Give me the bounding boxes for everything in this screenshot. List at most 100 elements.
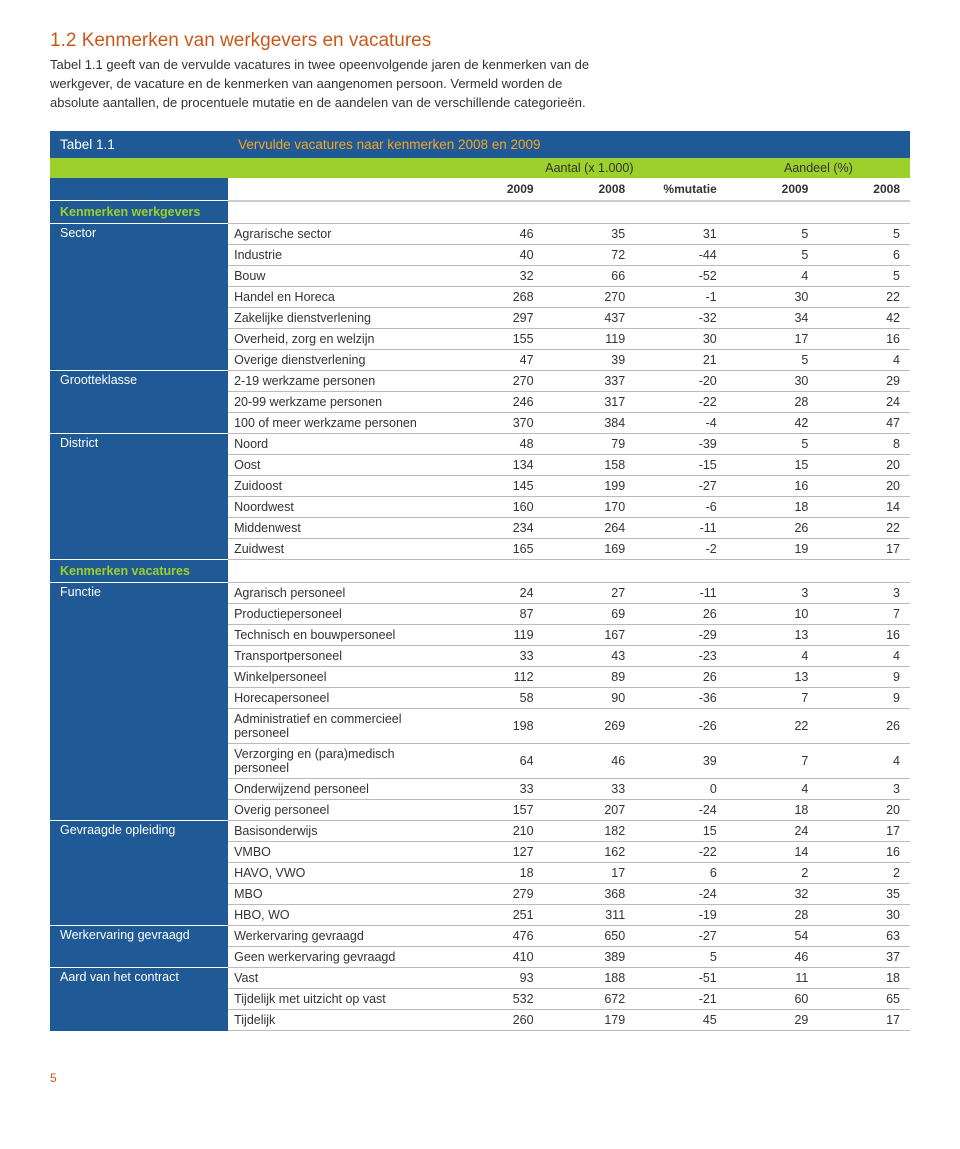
value-cell: 13 <box>727 667 819 688</box>
table-row: DistrictNoord4879-3958 <box>50 434 910 455</box>
value-cell: -27 <box>635 476 727 497</box>
value-cell: 10 <box>727 604 819 625</box>
page-number: 5 <box>50 1071 910 1085</box>
value-cell: 3 <box>818 583 910 604</box>
value-cell: 207 <box>544 800 636 821</box>
category-cell: Werkervaring gevraagd <box>228 926 452 947</box>
value-cell: -1 <box>635 287 727 308</box>
table-super-header: Aantal (x 1.000)Aandeel (%) <box>50 158 910 178</box>
value-cell: 60 <box>727 989 819 1010</box>
category-cell: 20-99 werkzame personen <box>228 392 452 413</box>
subgroup-label: Grootteklasse <box>50 371 228 392</box>
value-cell: -39 <box>635 434 727 455</box>
value-cell: 9 <box>818 688 910 709</box>
subgroup-label <box>50 947 228 968</box>
table-row: HAVO, VWO1817622 <box>50 863 910 884</box>
value-cell: 20 <box>818 800 910 821</box>
value-cell: 14 <box>818 497 910 518</box>
subgroup-label <box>50 688 228 709</box>
value-cell: 3 <box>727 583 819 604</box>
subgroup-label <box>50 539 228 560</box>
value-cell: 42 <box>818 308 910 329</box>
value-cell: 672 <box>544 989 636 1010</box>
category-cell: VMBO <box>228 842 452 863</box>
value-cell: 16 <box>727 476 819 497</box>
value-cell: 0 <box>635 779 727 800</box>
value-cell: 234 <box>452 518 544 539</box>
value-cell: 58 <box>452 688 544 709</box>
value-cell: 4 <box>818 350 910 371</box>
category-cell: Zuidwest <box>228 539 452 560</box>
value-cell: 29 <box>727 1010 819 1031</box>
super-header-aandeel: Aandeel (%) <box>727 158 910 178</box>
subgroup-label: Sector <box>50 224 228 245</box>
category-cell: Tijdelijk met uitzicht op vast <box>228 989 452 1010</box>
value-cell: -36 <box>635 688 727 709</box>
super-header-aantal: Aantal (x 1.000) <box>452 158 727 178</box>
value-cell: 65 <box>818 989 910 1010</box>
value-cell: 4 <box>727 646 819 667</box>
subgroup-label <box>50 308 228 329</box>
column-header: %mutatie <box>635 178 727 201</box>
subgroup-label <box>50 709 228 744</box>
value-cell: 21 <box>635 350 727 371</box>
value-cell: 26 <box>635 667 727 688</box>
table-row: Overig personeel157207-241820 <box>50 800 910 821</box>
value-cell: 26 <box>727 518 819 539</box>
value-cell: 32 <box>727 884 819 905</box>
value-cell: 16 <box>818 625 910 646</box>
column-header: 2009 <box>452 178 544 201</box>
subgroup-label <box>50 392 228 413</box>
table-row: Productiepersoneel876926107 <box>50 604 910 625</box>
category-cell: Technisch en bouwpersoneel <box>228 625 452 646</box>
table-row: 100 of meer werkzame personen370384-4424… <box>50 413 910 434</box>
category-cell: Agrarisch personeel <box>228 583 452 604</box>
value-cell: 370 <box>452 413 544 434</box>
value-cell: 182 <box>544 821 636 842</box>
category-cell: Bouw <box>228 266 452 287</box>
value-cell: 650 <box>544 926 636 947</box>
value-cell: 33 <box>452 779 544 800</box>
section-heading: 1.2 Kenmerken van werkgevers en vacature… <box>50 30 910 52</box>
value-cell: 30 <box>727 287 819 308</box>
table-row: Onderwijzend personeel3333043 <box>50 779 910 800</box>
subgroup-label <box>50 518 228 539</box>
value-cell: 15 <box>727 455 819 476</box>
value-cell: 311 <box>544 905 636 926</box>
subgroup-label <box>50 266 228 287</box>
value-cell: 87 <box>452 604 544 625</box>
value-cell: 17 <box>818 821 910 842</box>
value-cell: 532 <box>452 989 544 1010</box>
value-cell: 35 <box>818 884 910 905</box>
value-cell: 279 <box>452 884 544 905</box>
value-cell: 24 <box>727 821 819 842</box>
value-cell: 7 <box>727 744 819 779</box>
value-cell: 15 <box>635 821 727 842</box>
table-row: Aard van het contractVast93188-511118 <box>50 968 910 989</box>
category-cell: MBO <box>228 884 452 905</box>
value-cell: 13 <box>727 625 819 646</box>
table-row: Verzorging en (para)medisch personeel644… <box>50 744 910 779</box>
table-row: Technisch en bouwpersoneel119167-291316 <box>50 625 910 646</box>
value-cell: 170 <box>544 497 636 518</box>
value-cell: -24 <box>635 884 727 905</box>
value-cell: 30 <box>635 329 727 350</box>
value-cell: 79 <box>544 434 636 455</box>
subgroup-label <box>50 287 228 308</box>
table-row: Gevraagde opleidingBasisonderwijs2101821… <box>50 821 910 842</box>
subgroup-label <box>50 329 228 350</box>
value-cell: 22 <box>727 709 819 744</box>
subgroup-label <box>50 413 228 434</box>
value-cell: 8 <box>818 434 910 455</box>
value-cell: 16 <box>818 329 910 350</box>
value-cell: 4 <box>727 266 819 287</box>
category-cell: Middenwest <box>228 518 452 539</box>
value-cell: 368 <box>544 884 636 905</box>
category-cell: Agrarische sector <box>228 224 452 245</box>
value-cell: 42 <box>727 413 819 434</box>
value-cell: -23 <box>635 646 727 667</box>
value-cell: 269 <box>544 709 636 744</box>
value-cell: -27 <box>635 926 727 947</box>
value-cell: 5 <box>727 434 819 455</box>
value-cell: -19 <box>635 905 727 926</box>
